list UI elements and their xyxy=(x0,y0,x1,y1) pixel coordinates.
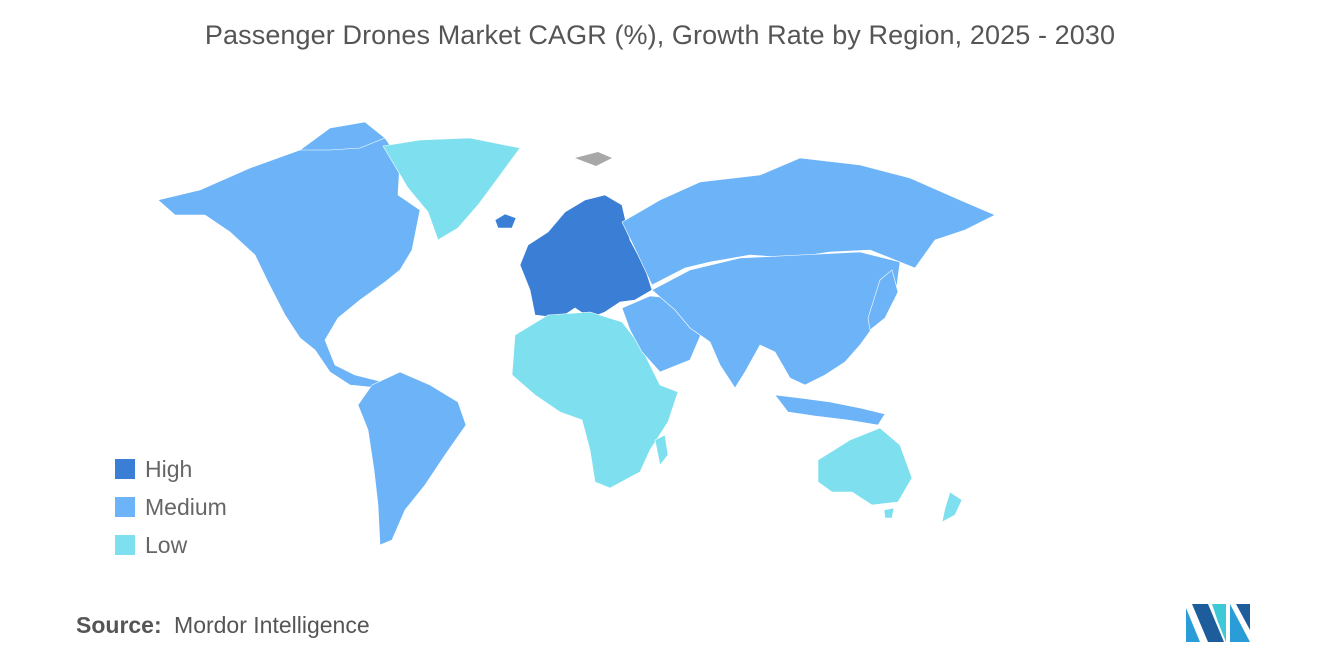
region-new-zealand xyxy=(941,491,963,523)
region-svalbard xyxy=(575,152,612,166)
legend: High Medium Low xyxy=(115,450,227,564)
source-text: Mordor Intelligence xyxy=(174,612,370,638)
region-canada-islands xyxy=(299,121,386,151)
region-madagascar xyxy=(654,434,669,466)
region-south-america xyxy=(357,371,467,546)
legend-item-high: High xyxy=(115,450,227,488)
legend-swatch-medium xyxy=(115,497,135,517)
region-australia xyxy=(817,427,913,506)
region-greenland xyxy=(382,137,521,241)
region-north-america xyxy=(157,137,421,396)
source-label: Source: xyxy=(76,612,162,638)
region-southeast-asia-islands xyxy=(774,394,886,426)
legend-swatch-high xyxy=(115,459,135,479)
region-africa xyxy=(511,311,679,489)
legend-label-high: High xyxy=(145,455,193,482)
region-iceland xyxy=(494,213,517,229)
legend-item-low: Low xyxy=(115,526,227,564)
region-japan xyxy=(867,269,899,331)
region-tasmania xyxy=(883,507,895,519)
mordor-intelligence-logo-icon xyxy=(1186,604,1250,642)
region-europe xyxy=(519,194,653,319)
region-russia xyxy=(621,157,996,286)
region-asia xyxy=(651,251,901,389)
chart-title: Passenger Drones Market CAGR (%), Growth… xyxy=(204,20,1116,50)
legend-swatch-low xyxy=(115,535,135,555)
legend-item-medium: Medium xyxy=(115,488,227,526)
legend-label-low: Low xyxy=(145,531,188,558)
source-line: Source: Mordor Intelligence xyxy=(76,612,370,639)
legend-label-medium: Medium xyxy=(145,493,227,520)
